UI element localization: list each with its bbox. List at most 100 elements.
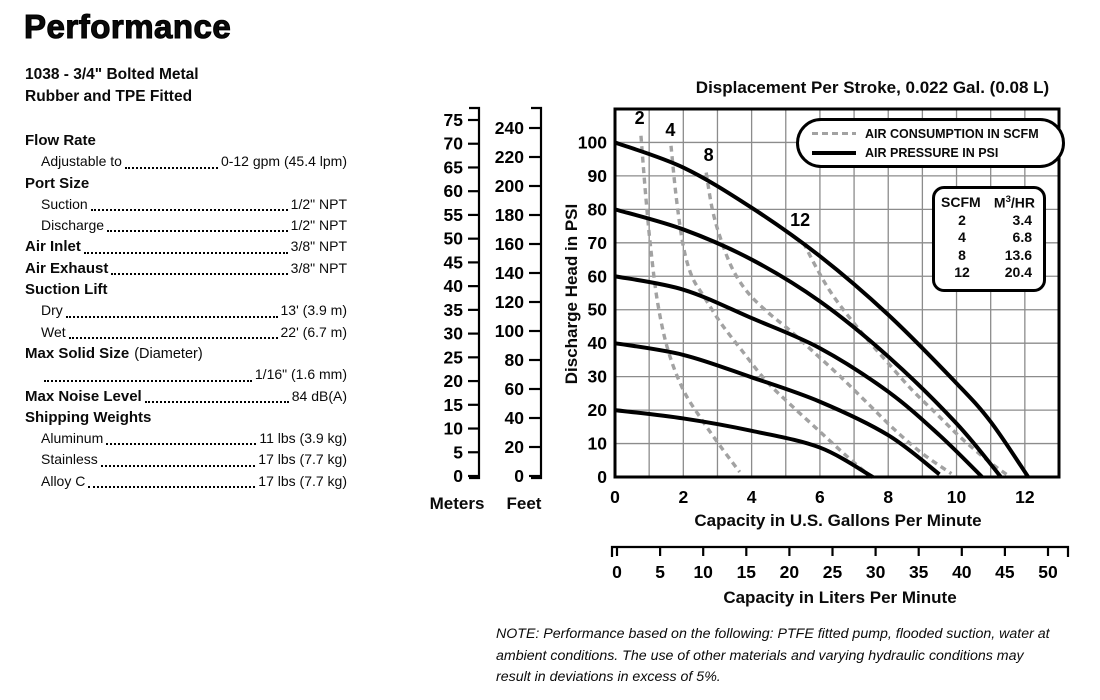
meters-tick-label: 45 — [444, 252, 464, 272]
liters-tick-label: 0 — [612, 562, 622, 582]
scfm-table-row: 2 3.4 — [941, 212, 1035, 230]
chart-title: Displacement Per Stroke, 0.022 Gal. (0.0… — [695, 78, 1050, 97]
spec-weight-aluminum: Aluminum 11 lbs (3.9 kg) — [25, 428, 347, 449]
feet-tick-label: 240 — [495, 118, 524, 138]
curve-label: 2 — [635, 108, 645, 128]
spec-label: Air Exhaust — [25, 259, 109, 277]
scfm-header: SCFM — [941, 194, 981, 210]
feet-tick-label: 20 — [505, 437, 525, 457]
chart-legend: AIR CONSUMPTION IN SCFM AIR PRESSURE IN … — [796, 118, 1065, 168]
y-axis-tick-label: 10 — [588, 434, 608, 454]
y-axis-tick-label: 0 — [597, 467, 607, 487]
y-axis-tick-label: 20 — [588, 400, 608, 420]
meters-tick-label: 70 — [444, 134, 464, 154]
dot-leader — [100, 464, 256, 467]
meters-tick-label: 15 — [444, 395, 464, 415]
spec-max-noise-level: Max Noise Level 84 dB(A) — [25, 386, 347, 407]
y-axis-tick-label: 100 — [578, 132, 607, 152]
spec-value: 17 lbs (7.7 kg) — [258, 451, 347, 468]
meters-tick-label: 5 — [453, 442, 463, 462]
spec-value: 17 lbs (7.7 kg) — [258, 472, 347, 489]
spec-value: 84 dB(A) — [291, 387, 347, 404]
m3hr-cell: 20.4 — [1004, 264, 1032, 281]
spec-value: 3/8" NPT — [290, 259, 347, 276]
liters-tick-label: 25 — [823, 562, 843, 582]
liters-tick-label: 15 — [737, 562, 757, 582]
model-line2: Rubber and TPE Fitted — [25, 88, 193, 105]
liters-scale-line — [610, 545, 1070, 557]
footnote: NOTE: Performance based on the following… — [496, 626, 1050, 686]
scfm-table-row: 4 6.8 — [941, 229, 1035, 247]
feet-tick-label: 160 — [495, 234, 524, 254]
spec-suction-lift: Suction Lift — [25, 279, 347, 300]
meters-tick-label: 10 — [444, 419, 464, 439]
spec-label: Discharge — [41, 217, 105, 234]
legend-label: AIR PRESSURE IN PSI — [865, 145, 999, 160]
model-line1: 1038 - 3/4" Bolted Metal — [25, 66, 199, 83]
meters-tick-label: 25 — [444, 347, 464, 367]
spec-port-size: Port Size — [25, 173, 347, 194]
x-axis-tick-label: 8 — [883, 487, 893, 507]
spec-max-solid-size-value: 1/16" (1.6 mm) — [25, 364, 347, 385]
spec-weight-alloy-c: Alloy C 17 lbs (7.7 kg) — [25, 471, 347, 492]
liters-tick-label: 30 — [866, 562, 886, 582]
x-axis-tick-label: 0 — [610, 487, 620, 507]
page-title: Performance — [23, 7, 232, 45]
scfm-cell: 8 — [958, 246, 966, 263]
liters-tick-label: 35 — [909, 562, 929, 582]
spec-weight-stainless: Stainless 17 lbs (7.7 kg) — [25, 449, 347, 470]
spec-label: Suction — [41, 195, 88, 212]
curve-air-consumption-4-scfm — [669, 145, 869, 476]
spec-discharge: Discharge 1/2" NPT — [25, 215, 347, 236]
legend-label: AIR CONSUMPTION IN SCFM — [865, 126, 1039, 141]
curve-air-pressure-40-psi — [614, 341, 941, 476]
spec-value: 1/2" NPT — [290, 195, 347, 212]
feet-tick-label: 140 — [495, 263, 524, 283]
spec-value: 13' (3.9 m) — [280, 302, 347, 319]
feet-tick-label: 120 — [495, 292, 524, 312]
spec-air-inlet: Air Inlet 3/8" NPT — [25, 236, 347, 257]
spec-shipping-weights: Shipping Weights — [25, 407, 347, 428]
spec-value: 0-12 gpm (45.4 lpm) — [220, 153, 347, 170]
meters-tick-label: 35 — [444, 300, 464, 320]
dot-leader — [144, 400, 289, 403]
spec-suction-lift-dry: Dry 13' (3.9 m) — [25, 300, 347, 321]
dot-leader — [44, 379, 252, 382]
curve-label: 4 — [665, 120, 675, 140]
y-axis-tick-label: 40 — [588, 333, 608, 353]
plot-border — [613, 107, 1061, 479]
meters-tick-label: 65 — [444, 157, 464, 177]
spec-value: 1/16" (1.6 mm) — [254, 366, 347, 383]
curve-air-pressure-80-psi — [614, 207, 1003, 479]
m3hr-cell: 13.6 — [1004, 246, 1032, 263]
spec-label: Aluminum — [41, 430, 104, 447]
dot-leader — [111, 273, 288, 276]
dot-leader — [124, 166, 218, 169]
meters-tick-label: 40 — [444, 276, 464, 296]
spec-label: Flow Rate — [25, 132, 96, 149]
meters-tick-label: 75 — [444, 110, 464, 130]
dotted-line-sample-icon — [812, 131, 856, 136]
spec-max-solid-size: Max Solid Size (Diameter) — [25, 343, 347, 364]
feet-scale-line — [531, 106, 543, 480]
x-axis-tick-label: 6 — [815, 487, 825, 507]
m3hr-header-rest: /HR — [1010, 194, 1035, 211]
feet-tick-label: 80 — [505, 350, 525, 370]
x-axis-title-gallons: Capacity in U.S. Gallons Per Minute — [694, 511, 982, 530]
dot-leader — [90, 209, 288, 212]
y-axis-tick-label: 50 — [588, 300, 608, 320]
feet-tick-label: 200 — [495, 176, 524, 196]
solid-line-sample-icon — [812, 150, 856, 155]
spec-label-suffix: (Diameter) — [134, 345, 203, 362]
meters-tick-label: 55 — [444, 205, 464, 225]
spec-label: Suction Lift — [25, 281, 108, 299]
spec-label: Port Size — [25, 174, 90, 192]
dot-leader — [65, 315, 278, 318]
spec-label: Alloy C — [41, 472, 86, 489]
y-axis-tick-label: 90 — [588, 166, 608, 186]
x-axis-tick-label: 2 — [678, 487, 688, 507]
feet-tick-label: 220 — [495, 147, 524, 167]
dot-leader — [88, 486, 256, 489]
spec-suction-lift-wet: Wet 22' (6.7 m) — [25, 322, 347, 343]
